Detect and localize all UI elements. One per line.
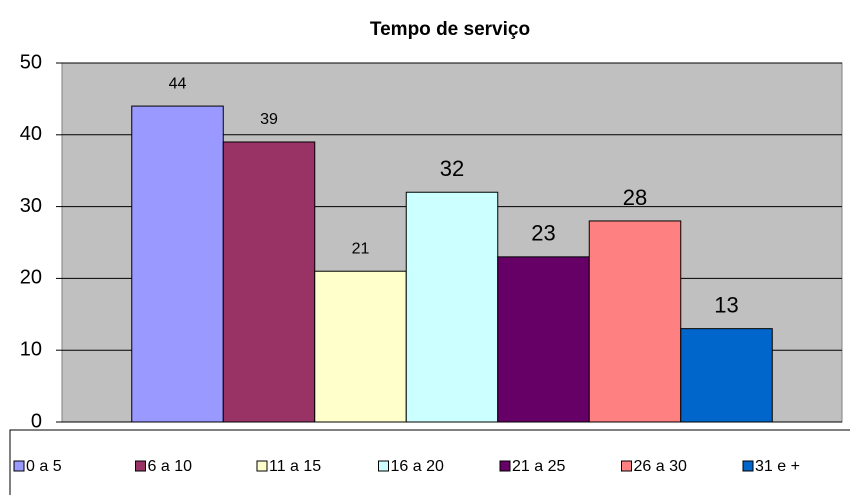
bar (314, 270, 407, 423)
legend-swatch (135, 460, 146, 472)
bar (588, 220, 682, 423)
legend-label: 11 a 15 (269, 458, 321, 475)
legend (9, 429, 850, 495)
data-label: 13 (714, 292, 738, 317)
data-label: 39 (260, 111, 278, 128)
bar (680, 328, 773, 423)
legend-swatch (378, 460, 389, 472)
y-tick-label: 10 (20, 338, 42, 360)
bar (497, 256, 590, 423)
data-label: 23 (531, 221, 555, 246)
y-tick-label: 30 (20, 195, 42, 217)
legend-swatch (256, 460, 268, 472)
bar (222, 141, 316, 423)
y-tick-label: 40 (20, 123, 42, 145)
data-label: 28 (623, 185, 647, 210)
legend-label: 16 a 20 (391, 458, 444, 475)
y-tick-label: 0 (31, 410, 42, 432)
legend-swatch (742, 460, 754, 472)
data-label: 32 (440, 156, 464, 181)
legend-label: 21 a 25 (512, 458, 565, 475)
legend-label: 6 a 10 (148, 458, 193, 475)
legend-swatch (621, 460, 632, 472)
data-label: 21 (352, 240, 370, 257)
legend-label: 26 a 30 (634, 458, 687, 475)
chart-title: Tempo de serviço (370, 19, 530, 40)
bar (405, 191, 499, 423)
y-tick-label: 20 (20, 267, 42, 289)
y-tick-label: 50 (20, 51, 42, 73)
legend-swatch (13, 460, 25, 472)
bar (131, 105, 224, 423)
legend-label: 0 a 5 (26, 458, 62, 475)
legend-label: 31 e + (755, 458, 800, 475)
data-label: 44 (169, 75, 187, 92)
legend-swatch (499, 460, 511, 472)
